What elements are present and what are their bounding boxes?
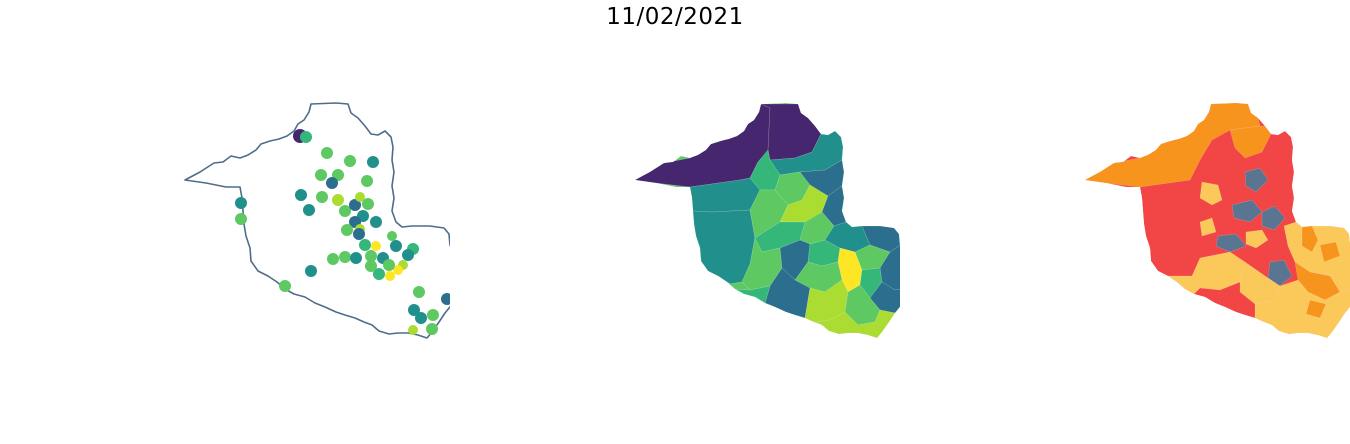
- state-outline: [184, 102, 450, 339]
- municipality-point: [393, 265, 403, 275]
- municipality-point: [408, 304, 420, 316]
- municipality-point: [426, 323, 438, 335]
- municipality-region: [1199, 181, 1223, 206]
- municipality-point: [350, 252, 362, 264]
- municipality-region: [1261, 205, 1286, 231]
- municipality-point: [235, 197, 247, 209]
- municipality-point: [371, 241, 381, 251]
- municipality-point: [441, 293, 450, 305]
- viridis-choropleth-panel: [635, 103, 900, 338]
- municipality-point: [332, 194, 344, 206]
- municipality-point: [361, 175, 373, 187]
- municipality-point: [349, 199, 361, 211]
- municipality-point: [300, 131, 312, 143]
- municipality-point: [321, 147, 333, 159]
- risk-choropleth-panel: [1085, 103, 1350, 338]
- municipality-point: [359, 239, 371, 251]
- municipality-region: [813, 309, 896, 338]
- municipality-point: [279, 280, 291, 292]
- municipality-point: [385, 271, 395, 281]
- municipality-point: [383, 259, 395, 271]
- municipality-point: [408, 325, 418, 335]
- municipality-point: [370, 216, 382, 228]
- municipality-region: [717, 275, 751, 291]
- municipality-region: [799, 159, 845, 197]
- figure-title: 11/02/2021: [606, 4, 744, 30]
- municipality-region: [1254, 279, 1350, 338]
- municipality-region: [1301, 225, 1319, 253]
- municipality-point: [367, 156, 379, 168]
- municipality-region: [1167, 275, 1201, 295]
- municipality-point: [339, 251, 351, 263]
- municipality-point: [362, 198, 374, 210]
- municipality-region: [1215, 233, 1247, 253]
- municipality-region: [1267, 259, 1293, 287]
- municipality-region: [1229, 125, 1272, 159]
- municipality-point: [402, 249, 414, 261]
- municipality-point: [327, 253, 339, 265]
- municipality-point: [295, 189, 307, 201]
- municipality-point: [341, 224, 353, 236]
- municipality-point: [373, 268, 385, 280]
- municipality-point: [427, 309, 439, 321]
- municipality-point: [339, 205, 351, 217]
- municipality-region: [1245, 229, 1269, 249]
- municipality-region: [1191, 251, 1246, 291]
- municipality-region: [1199, 217, 1217, 237]
- municipality-point: [344, 155, 356, 167]
- municipality-point: [415, 312, 427, 324]
- municipality-point: [387, 231, 397, 241]
- municipality-region: [764, 267, 811, 319]
- municipality-point: [316, 191, 328, 203]
- municipality-region: [1305, 299, 1327, 319]
- municipality-point: [303, 204, 315, 216]
- municipality-point: [235, 213, 247, 225]
- municipality-point: [390, 240, 402, 252]
- municipality-point: [365, 260, 377, 272]
- municipality-region: [692, 209, 756, 285]
- points-map-panel: [184, 102, 450, 339]
- municipality-point: [326, 177, 338, 189]
- municipality-region: [1244, 167, 1269, 193]
- municipality-point: [365, 250, 377, 262]
- municipality-region: [821, 185, 847, 227]
- municipality-point: [355, 192, 365, 202]
- municipality-region: [1231, 199, 1263, 223]
- municipality-point: [305, 265, 317, 277]
- municipality-point: [353, 228, 365, 240]
- municipality-point: [413, 286, 425, 298]
- municipality-region: [635, 103, 771, 188]
- municipality-point: [315, 169, 327, 181]
- municipality-region: [1319, 241, 1341, 263]
